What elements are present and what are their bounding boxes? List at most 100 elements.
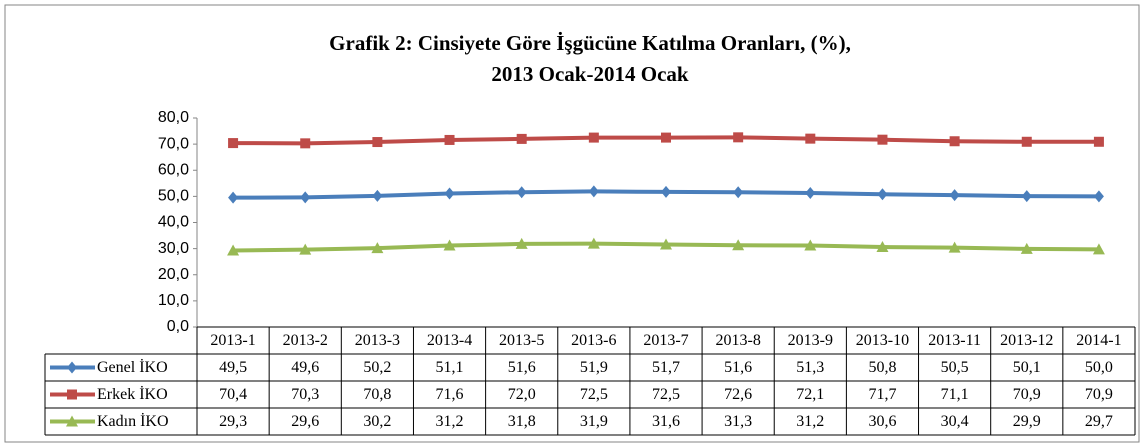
marker [1093, 190, 1104, 203]
marker [371, 242, 384, 254]
table-cell: 31,2 [796, 413, 824, 430]
marker [228, 191, 239, 204]
y-tick-label: 70,0 [158, 135, 189, 152]
marker [372, 189, 383, 202]
table-cell: 51,6 [508, 359, 536, 376]
marker [732, 239, 745, 251]
table-cell: 72,0 [508, 386, 536, 403]
marker [1020, 242, 1033, 254]
table-cell: 51,6 [724, 359, 752, 376]
table-cell: 29,3 [219, 413, 247, 430]
table-cell: 49,5 [219, 359, 247, 376]
marker [1092, 243, 1105, 255]
chart-subtitle: 2013 Ocak-2014 Ocak [491, 62, 688, 86]
y-tick-label: 80,0 [158, 109, 189, 126]
x-tick-label: 2013-11 [928, 332, 981, 349]
legend-label: Erkek İKO [97, 385, 168, 403]
marker [1093, 136, 1104, 147]
marker [805, 133, 816, 144]
table-cell: 50,2 [363, 359, 391, 376]
table-cell: 50,8 [868, 359, 896, 376]
table-cell: 51,9 [580, 359, 608, 376]
marker [660, 238, 672, 250]
x-tick-label: 2013-9 [788, 332, 833, 349]
table-cell: 29,7 [1085, 413, 1113, 430]
y-tick-label: 10,0 [158, 292, 189, 309]
marker [372, 137, 383, 148]
table-cell: 30,6 [868, 413, 896, 430]
legend-marker [67, 361, 77, 374]
marker [877, 134, 888, 145]
marker [1021, 190, 1032, 203]
marker [1021, 136, 1032, 147]
table-cell: 51,3 [796, 359, 824, 376]
x-tick-label: 2013-5 [499, 332, 544, 349]
table-cell: 31,6 [652, 413, 680, 430]
marker [661, 132, 671, 143]
marker [733, 132, 744, 143]
marker [805, 186, 816, 199]
y-tick-label: 60,0 [158, 161, 189, 178]
table-cell: 70,9 [1013, 386, 1041, 403]
marker [588, 132, 599, 143]
marker [588, 185, 599, 198]
table-cell: 30,4 [941, 413, 969, 430]
marker [948, 241, 961, 253]
x-tick-label: 2013-4 [427, 332, 472, 349]
marker [227, 244, 240, 256]
marker [300, 191, 311, 204]
marker [444, 134, 455, 145]
table-cell: 29,9 [1013, 413, 1041, 430]
y-tick-label: 0,0 [167, 318, 189, 335]
marker [876, 241, 889, 253]
marker [516, 186, 527, 199]
y-tick-label: 20,0 [158, 266, 189, 283]
x-tick-label: 2013-10 [856, 332, 909, 349]
x-tick-label: 2014-1 [1076, 332, 1121, 349]
chart-border [4, 4, 1140, 443]
table-cell: 72,5 [580, 386, 608, 403]
marker [515, 237, 528, 249]
marker [949, 189, 960, 202]
y-tick-label: 40,0 [158, 214, 189, 231]
table-cell: 72,6 [724, 386, 752, 403]
marker [516, 133, 527, 144]
table-cell: 31,3 [724, 413, 752, 430]
legend-marker [66, 415, 78, 427]
table-cell: 50,5 [941, 359, 969, 376]
legend-marker [67, 389, 77, 400]
marker [228, 138, 239, 149]
table-cell: 51,7 [652, 359, 680, 376]
table-cell: 70,3 [291, 386, 319, 403]
table-cell: 72,1 [796, 386, 824, 403]
marker [444, 187, 455, 200]
table-cell: 31,8 [508, 413, 536, 430]
y-tick-label: 50,0 [158, 188, 189, 205]
table-cell: 50,0 [1085, 359, 1113, 376]
x-tick-label: 2013-2 [283, 332, 328, 349]
x-tick-label: 2013-6 [571, 332, 616, 349]
marker [877, 188, 888, 201]
table-cell: 70,4 [219, 386, 247, 403]
marker [661, 185, 671, 198]
table-cell: 29,6 [291, 413, 319, 430]
table-cell: 71,7 [868, 386, 896, 403]
marker [300, 138, 311, 149]
table-cell: 71,6 [436, 386, 464, 403]
marker [443, 239, 456, 251]
table-cell: 70,9 [1085, 386, 1113, 403]
table-cell: 71,1 [941, 386, 969, 403]
x-tick-label: 2013-8 [715, 332, 760, 349]
marker [804, 239, 817, 251]
x-tick-label: 2013-3 [355, 332, 400, 349]
y-tick-label: 30,0 [158, 240, 189, 257]
table-cell: 31,9 [580, 413, 608, 430]
marker [733, 186, 744, 199]
chart-title: Grafik 2: Cinsiyete Göre İşgücüne Katılm… [329, 31, 851, 55]
legend-label: Kadın İKO [97, 412, 169, 430]
table-cell: 49,6 [291, 359, 319, 376]
marker [949, 136, 960, 147]
x-tick-label: 2013-12 [1000, 332, 1053, 349]
table-cell: 31,2 [436, 413, 464, 430]
